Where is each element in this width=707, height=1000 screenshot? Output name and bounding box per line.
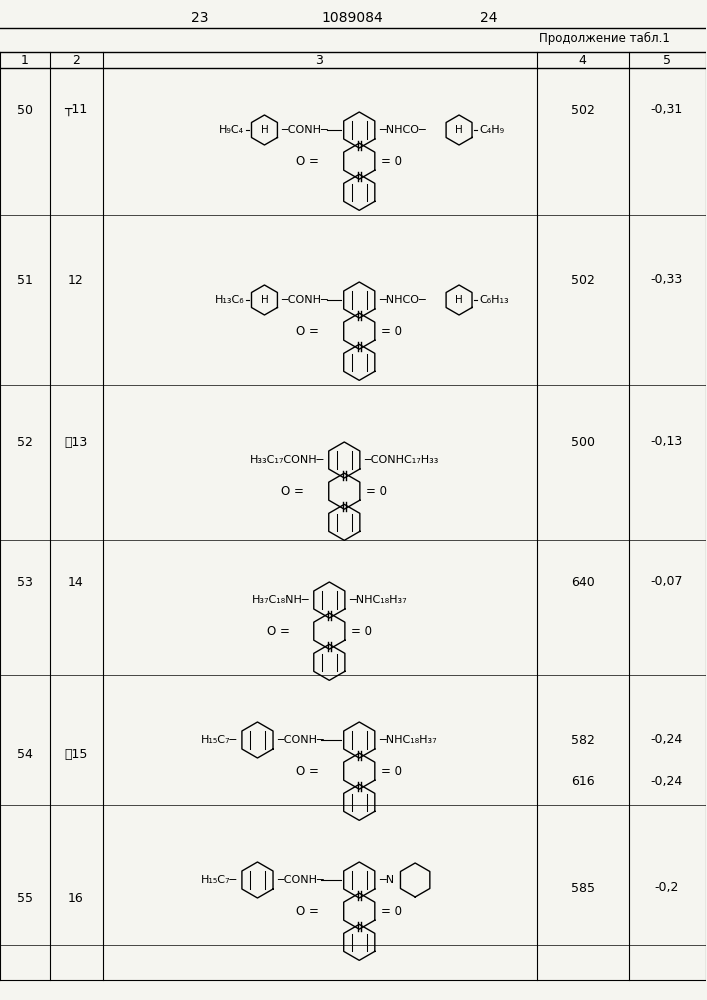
Text: 24: 24: [480, 11, 498, 25]
Text: 3: 3: [315, 53, 323, 66]
Text: -0,07: -0,07: [650, 576, 683, 588]
Text: H₁₅C₇─: H₁₅C₇─: [201, 875, 238, 885]
Text: 5: 5: [662, 53, 671, 66]
Text: 23: 23: [191, 11, 209, 25]
Text: 585: 585: [571, 882, 595, 894]
Text: = 0: = 0: [381, 905, 402, 918]
Text: O =: O =: [296, 155, 320, 168]
Text: H₁₃C₆: H₁₃C₆: [215, 295, 245, 305]
Text: Продолжение табл.1: Продолжение табл.1: [539, 31, 670, 45]
Text: ─NHC₁₈H₃₇: ─NHC₁₈H₃₇: [349, 595, 407, 605]
Text: 54: 54: [17, 748, 33, 762]
Text: 16: 16: [68, 892, 83, 904]
Text: = 0: = 0: [381, 155, 402, 168]
Text: ─CONH─: ─CONH─: [281, 295, 328, 305]
Text: C₄H₉: C₄H₉: [479, 125, 504, 135]
Text: ─CONH─: ─CONH─: [277, 735, 325, 745]
Text: 502: 502: [571, 104, 595, 116]
Text: -0,13: -0,13: [650, 436, 683, 448]
Text: 640: 640: [571, 576, 595, 588]
Text: 616: 616: [571, 775, 595, 788]
Text: ─NHC₁₈H₃₇: ─NHC₁₈H₃₇: [379, 735, 437, 745]
Text: ─CONHC₁₇H₃₃: ─CONHC₁₇H₃₃: [364, 455, 438, 465]
Text: 4: 4: [579, 53, 587, 66]
Text: ─NHCO─: ─NHCO─: [379, 125, 426, 135]
Text: -0,31: -0,31: [650, 104, 683, 116]
Text: ─CONH─: ─CONH─: [281, 125, 328, 135]
Text: ⁲13: ⁲13: [64, 436, 88, 448]
Text: O =: O =: [296, 765, 320, 778]
Text: O =: O =: [296, 905, 320, 918]
Text: ⁲15: ⁲15: [64, 748, 88, 762]
Text: ┬11: ┬11: [64, 104, 88, 116]
Text: 51: 51: [17, 273, 33, 286]
Text: ─CONH─: ─CONH─: [277, 875, 325, 885]
Text: = 0: = 0: [381, 325, 402, 338]
Text: -0,33: -0,33: [650, 273, 683, 286]
Text: 52: 52: [17, 436, 33, 448]
Text: H₃₇C₁₈NH─: H₃₇C₁₈NH─: [252, 595, 310, 605]
Text: O =: O =: [296, 325, 320, 338]
Text: 55: 55: [17, 892, 33, 904]
Text: H₁₅C₇─: H₁₅C₇─: [201, 735, 238, 745]
Text: ─NHCO─: ─NHCO─: [379, 295, 426, 305]
Text: -0,2: -0,2: [655, 882, 679, 894]
Text: 582: 582: [571, 734, 595, 746]
Text: H: H: [261, 125, 269, 135]
Text: H₉C₄: H₉C₄: [219, 125, 245, 135]
Text: = 0: = 0: [366, 485, 387, 498]
Text: ─N: ─N: [379, 875, 395, 885]
Text: = 0: = 0: [351, 625, 373, 638]
Text: 12: 12: [68, 273, 83, 286]
Text: 14: 14: [68, 576, 83, 588]
Text: 50: 50: [17, 104, 33, 116]
Text: O =: O =: [281, 485, 305, 498]
Text: -0,24: -0,24: [650, 734, 683, 746]
Text: -0,24: -0,24: [650, 775, 683, 788]
Text: 1: 1: [21, 53, 29, 66]
Text: 502: 502: [571, 273, 595, 286]
Text: C₆H₁₃: C₆H₁₃: [479, 295, 508, 305]
Text: 2: 2: [72, 53, 80, 66]
Text: H: H: [455, 125, 463, 135]
Text: 500: 500: [571, 436, 595, 448]
Text: 1089084: 1089084: [322, 11, 383, 25]
Text: H₃₃C₁₇CONH─: H₃₃C₁₇CONH─: [250, 455, 325, 465]
Text: H: H: [261, 295, 269, 305]
Text: H: H: [455, 295, 463, 305]
Text: = 0: = 0: [381, 765, 402, 778]
Text: 53: 53: [17, 576, 33, 588]
Text: O =: O =: [267, 625, 289, 638]
